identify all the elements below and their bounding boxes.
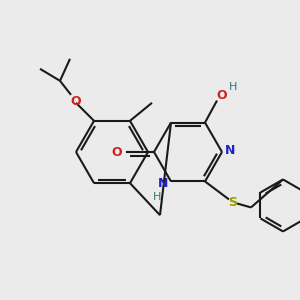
Text: N: N bbox=[225, 143, 235, 157]
Text: H: H bbox=[229, 82, 237, 92]
Text: O: O bbox=[71, 95, 81, 108]
Text: H: H bbox=[153, 192, 161, 203]
Text: S: S bbox=[229, 196, 238, 209]
Text: O: O bbox=[112, 146, 122, 158]
Text: N: N bbox=[158, 177, 168, 190]
Text: O: O bbox=[217, 89, 227, 102]
